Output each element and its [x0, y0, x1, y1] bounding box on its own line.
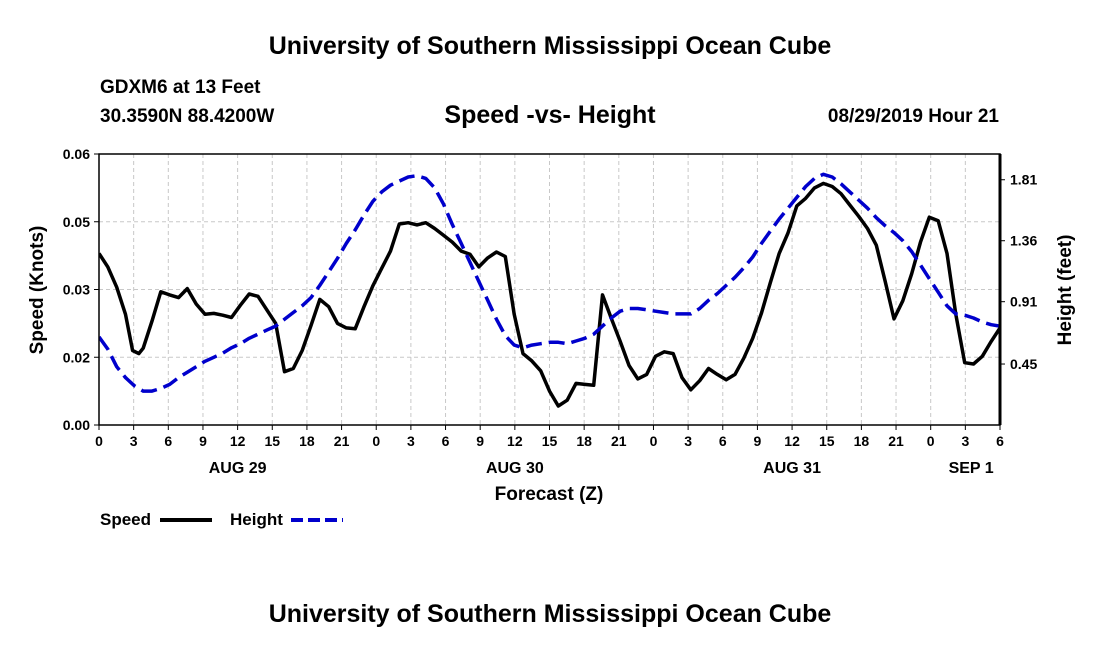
y2-tick-label: 1.36: [1010, 233, 1037, 249]
x-tick-label: 18: [854, 433, 870, 449]
footer-title: University of Southern Mississippi Ocean…: [268, 600, 832, 628]
x-tick-label: 15: [819, 433, 835, 449]
x-tick-label: 21: [334, 433, 350, 449]
x-tick-label: 3: [407, 433, 415, 449]
x-tick-label: 9: [754, 433, 762, 449]
y-tick-label: 0.02: [63, 349, 90, 365]
x-tick-label: 6: [996, 433, 1004, 449]
chart-title: University of Southern Mississippi Ocean…: [268, 32, 832, 60]
y-axis-label: Speed (Knots): [27, 226, 48, 355]
x-day-label: SEP 1: [949, 460, 994, 477]
x-day-label: AUG 30: [486, 460, 544, 477]
x-tick-label: 21: [611, 433, 627, 449]
station-label: GDXM6 at 13 Feet: [100, 77, 261, 98]
chart-subtitle: Speed -vs- Height: [444, 101, 656, 129]
x-tick-label: 3: [961, 433, 969, 449]
y-tick-label: 0.05: [63, 214, 90, 230]
x-tick-label: 3: [684, 433, 692, 449]
x-tick-label: 0: [95, 433, 103, 449]
y2-axis-label: Height (feet): [1055, 235, 1076, 346]
x-tick-label: 6: [164, 433, 172, 449]
x-tick-label: 6: [442, 433, 450, 449]
x-tick-label: 9: [476, 433, 484, 449]
x-tick-label: 12: [507, 433, 523, 449]
x-tick-label: 12: [230, 433, 246, 449]
x-tick-label: 6: [719, 433, 727, 449]
y2-tick-label: 1.81: [1010, 172, 1037, 188]
x-tick-label: 15: [264, 433, 280, 449]
x-tick-label: 21: [888, 433, 904, 449]
x-tick-label: 3: [130, 433, 138, 449]
datetime-label: 08/29/2019 Hour 21: [827, 106, 999, 127]
x-axis-label: Forecast (Z): [495, 484, 604, 505]
speed-series-line: [99, 181, 1000, 408]
legend-height-label: Height: [230, 510, 283, 529]
x-tick-label: 9: [199, 433, 207, 449]
y2-tick-label: 0.91: [1010, 294, 1037, 310]
x-tick-label: 18: [576, 433, 592, 449]
legend-speed-label: Speed: [100, 510, 151, 529]
y-tick-label: 0.00: [63, 417, 90, 433]
series-layer: [99, 172, 1000, 408]
x-tick-label: 0: [372, 433, 380, 449]
y2-tick-label: 0.45: [1010, 356, 1037, 372]
x-day-label: AUG 31: [763, 460, 821, 477]
coordinates-label: 30.3590N 88.4200W: [100, 106, 275, 127]
x-tick-label: 0: [927, 433, 935, 449]
axes: 0 3 6 9 12 15 18 21 0 3 6 9 12 15 18 21 0 3 6 9 12 15 18 21 0 3 6 A…: [63, 146, 1038, 477]
grid: [99, 154, 1000, 425]
legend: Speed Height: [100, 510, 343, 529]
y-tick-label: 0.03: [63, 282, 90, 298]
x-tick-label: 15: [542, 433, 558, 449]
x-tick-label: 18: [299, 433, 315, 449]
y-tick-label: 0.06: [63, 146, 90, 162]
height-series-line: [99, 172, 1000, 393]
x-tick-label: 0: [650, 433, 658, 449]
x-day-label: AUG 29: [209, 460, 267, 477]
x-tick-label: 12: [784, 433, 800, 449]
